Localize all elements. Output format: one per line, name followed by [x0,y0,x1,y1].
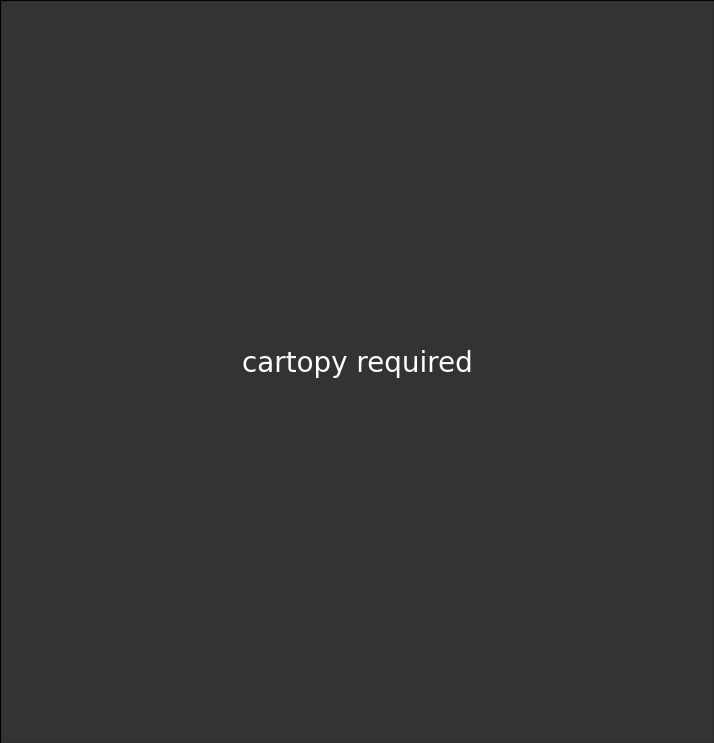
Text: cartopy required: cartopy required [241,349,473,377]
